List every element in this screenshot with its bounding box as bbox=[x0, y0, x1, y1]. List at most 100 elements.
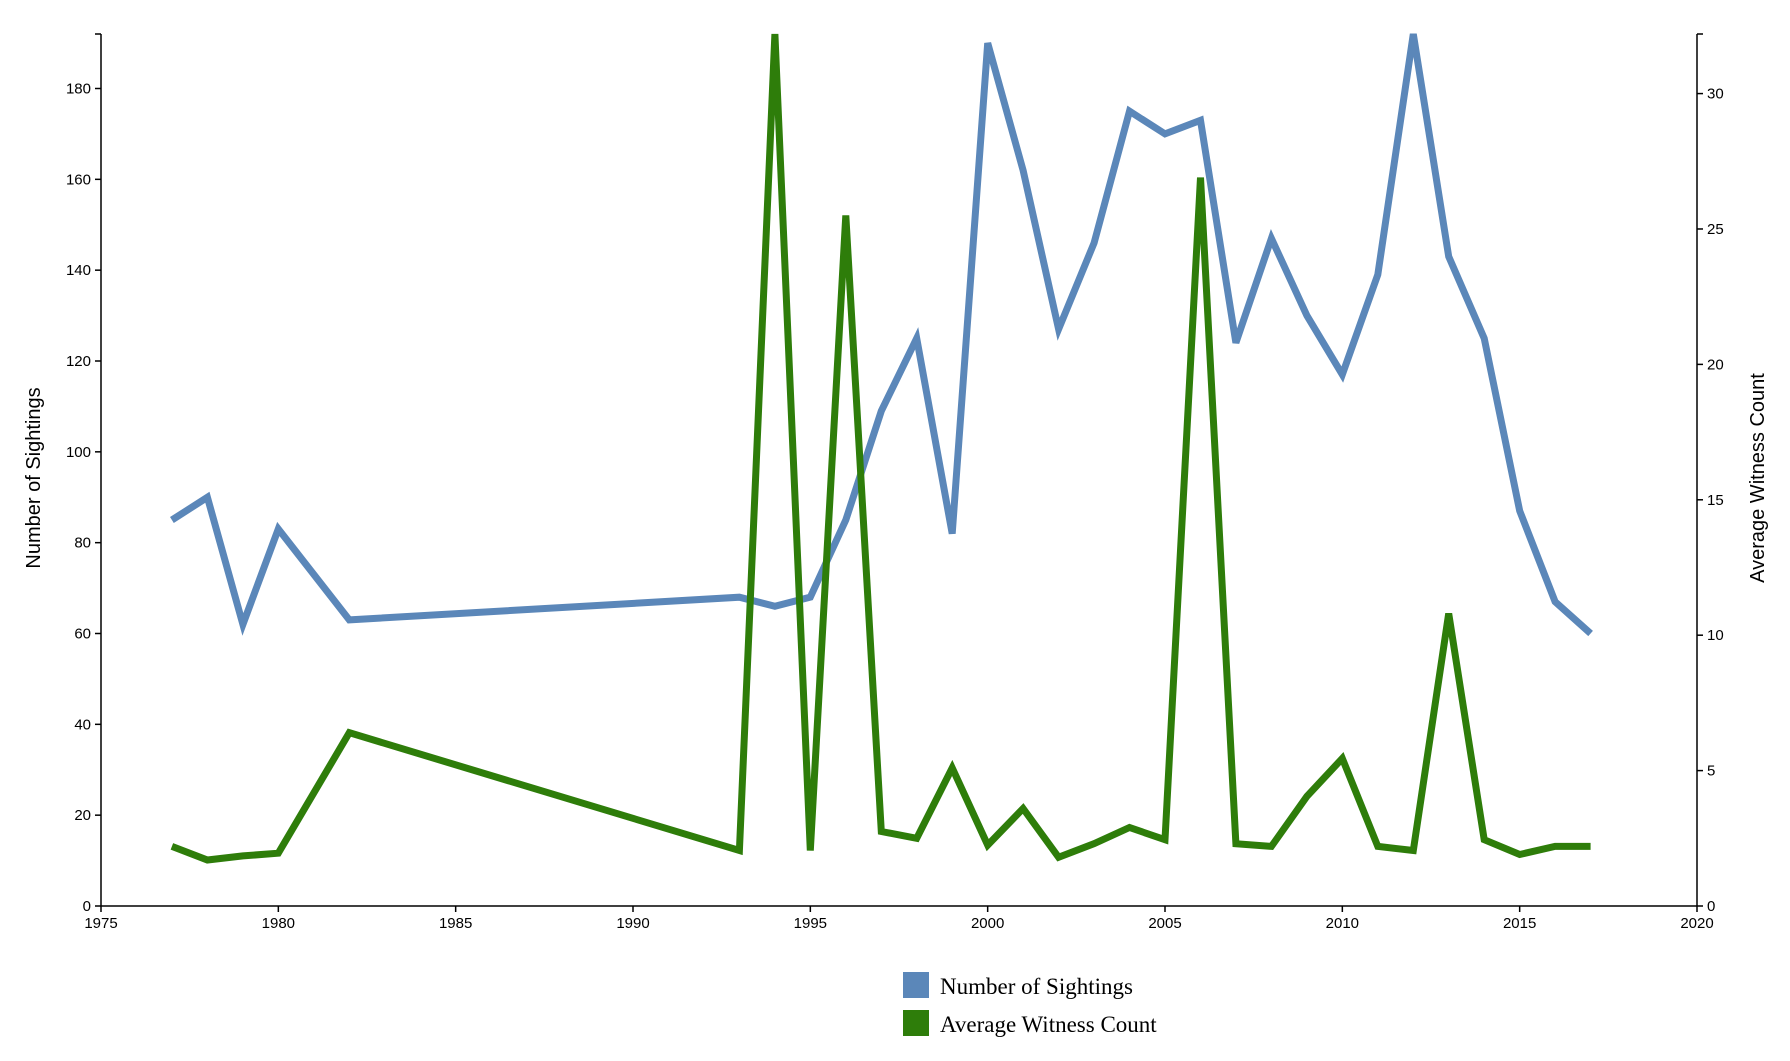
data-point bbox=[1552, 599, 1558, 605]
legend: Number of Sightings Average Witness Count bbox=[903, 972, 1157, 1037]
data-point bbox=[772, 603, 778, 609]
data-point bbox=[1233, 340, 1239, 346]
data-point bbox=[736, 847, 742, 853]
y-axis-title: Number of Sightings bbox=[23, 387, 45, 568]
data-point bbox=[1020, 167, 1026, 173]
data-point bbox=[807, 847, 813, 853]
y2-tick-label: 30 bbox=[1707, 86, 1724, 103]
y-tick-label: 60 bbox=[74, 626, 91, 643]
series-line-number-of-sightings bbox=[170, 33, 1593, 637]
data-point bbox=[1127, 108, 1133, 114]
data-point bbox=[1304, 313, 1310, 319]
x-tick-label: 2010 bbox=[1326, 915, 1359, 932]
data-point bbox=[1410, 847, 1416, 853]
plot-area bbox=[169, 31, 1594, 864]
data-point bbox=[1481, 335, 1487, 341]
x-tick-label: 1975 bbox=[84, 915, 117, 932]
y-tick-label: 20 bbox=[74, 807, 91, 824]
x-tick-label: 2000 bbox=[971, 915, 1004, 932]
data-point bbox=[914, 335, 920, 341]
data-point bbox=[204, 494, 210, 500]
x-tick-label: 1985 bbox=[439, 915, 472, 932]
x-tick-label: 1990 bbox=[616, 915, 649, 932]
data-point bbox=[1268, 843, 1274, 849]
data-point bbox=[169, 517, 175, 523]
y-tick-label: 180 bbox=[66, 81, 91, 98]
data-point bbox=[240, 621, 246, 627]
legend-label: Average Witness Count bbox=[940, 1012, 1157, 1037]
y2-tick-label: 20 bbox=[1707, 356, 1724, 373]
x-tick-label: 2005 bbox=[1148, 915, 1181, 932]
data-point bbox=[1304, 793, 1310, 799]
data-point bbox=[736, 594, 742, 600]
y2-tick-label: 5 bbox=[1707, 763, 1715, 780]
data-point bbox=[1197, 175, 1203, 181]
data-point bbox=[1446, 254, 1452, 260]
axes: 1975 1980 1985 1990 1995 2000 2005 2010 2015 2020… bbox=[66, 33, 1724, 932]
y2-tick-label: 10 bbox=[1707, 627, 1724, 644]
data-point bbox=[1091, 240, 1097, 246]
data-point bbox=[1197, 117, 1203, 123]
legend-label: Number of Sightings bbox=[940, 974, 1133, 999]
data-point bbox=[1517, 508, 1523, 514]
x-tick-label: 1980 bbox=[262, 915, 295, 932]
data-point bbox=[1446, 611, 1452, 617]
data-point bbox=[275, 850, 281, 856]
data-point bbox=[1375, 272, 1381, 278]
data-point bbox=[1410, 31, 1416, 37]
data-point bbox=[1588, 843, 1594, 849]
data-point bbox=[1339, 372, 1345, 378]
data-point bbox=[1056, 854, 1062, 860]
x-tick-label: 2020 bbox=[1680, 915, 1713, 932]
y2-tick-label: 0 bbox=[1707, 898, 1715, 915]
data-point bbox=[275, 526, 281, 532]
data-point bbox=[985, 40, 991, 46]
data-point bbox=[346, 730, 352, 736]
data-point bbox=[240, 853, 246, 859]
data-point bbox=[204, 857, 210, 863]
data-point bbox=[1233, 841, 1239, 847]
data-point bbox=[914, 835, 920, 841]
data-point bbox=[843, 517, 849, 523]
y-tick-label: 120 bbox=[66, 353, 91, 370]
data-point bbox=[1588, 631, 1594, 637]
y-tick-label: 140 bbox=[66, 262, 91, 279]
y-tick-label: 80 bbox=[74, 535, 91, 552]
y2-tick-label: 25 bbox=[1707, 221, 1724, 238]
x-tick-label: 1995 bbox=[794, 915, 827, 932]
data-point bbox=[169, 843, 175, 849]
data-point bbox=[1020, 806, 1026, 812]
y-tick-label: 40 bbox=[74, 716, 91, 733]
data-point bbox=[1517, 852, 1523, 858]
data-point bbox=[1162, 131, 1168, 137]
data-point bbox=[949, 531, 955, 537]
data-point bbox=[843, 212, 849, 218]
data-point bbox=[949, 765, 955, 771]
data-point bbox=[1056, 326, 1062, 332]
y-tick-label: 100 bbox=[66, 444, 91, 461]
data-point bbox=[807, 594, 813, 600]
data-point bbox=[985, 842, 991, 848]
data-point bbox=[878, 829, 884, 835]
y-tick-label: 0 bbox=[83, 898, 91, 915]
legend-swatch bbox=[903, 972, 929, 998]
data-point bbox=[1091, 841, 1097, 847]
data-point bbox=[1268, 235, 1274, 241]
y-tick-label: 160 bbox=[66, 171, 91, 188]
data-point bbox=[1481, 837, 1487, 843]
data-point bbox=[1127, 824, 1133, 830]
x-tick-label: 2015 bbox=[1503, 915, 1536, 932]
data-point bbox=[878, 408, 884, 414]
data-point bbox=[1552, 843, 1558, 849]
y2-tick-label: 15 bbox=[1707, 492, 1724, 509]
data-point bbox=[1375, 843, 1381, 849]
data-point bbox=[346, 617, 352, 623]
data-point bbox=[1339, 755, 1345, 761]
series-line-average-witness-count bbox=[170, 33, 1591, 864]
legend-swatch bbox=[903, 1010, 929, 1036]
data-point bbox=[772, 31, 778, 37]
data-point bbox=[1162, 837, 1168, 843]
y2-axis-title: Average Witness Count bbox=[1747, 373, 1769, 583]
